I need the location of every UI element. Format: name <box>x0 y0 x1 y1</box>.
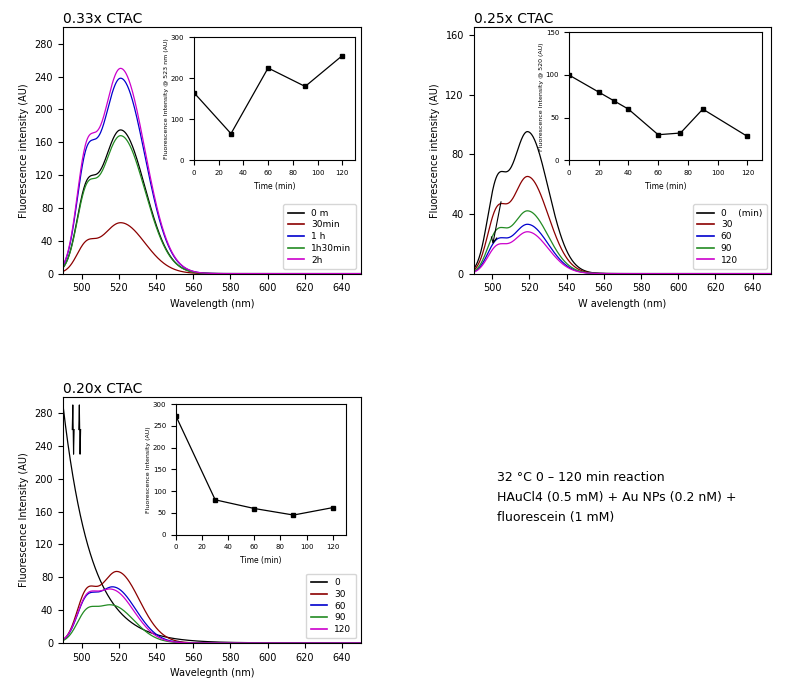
Legend: 0, 30, 60, 90, 120: 0, 30, 60, 90, 120 <box>306 574 356 638</box>
X-axis label: Wavelegnth (nm): Wavelegnth (nm) <box>169 668 254 679</box>
Text: 0.33x CTAC: 0.33x CTAC <box>63 12 142 26</box>
Text: 0.25x CTAC: 0.25x CTAC <box>474 12 553 26</box>
Legend: 0 m, 30min, 1 h, 1h30min, 2h: 0 m, 30min, 1 h, 1h30min, 2h <box>283 205 356 269</box>
Legend: 0    (min), 30, 60, 90, 120: 0 (min), 30, 60, 90, 120 <box>693 205 767 269</box>
Text: 0.20x CTAC: 0.20x CTAC <box>63 382 142 395</box>
X-axis label: W avelength (nm): W avelength (nm) <box>578 299 667 309</box>
Y-axis label: Fluorescence intensity (AU): Fluorescence intensity (AU) <box>19 83 29 218</box>
X-axis label: Wavelength (nm): Wavelength (nm) <box>169 299 254 309</box>
Y-axis label: Fluorescence intensity (AU): Fluorescence intensity (AU) <box>430 83 440 218</box>
Y-axis label: Fluorescence Intensity (AU): Fluorescence Intensity (AU) <box>19 452 29 588</box>
Text: 32 °C 0 – 120 min reaction
HAuCl4 (0.5 mM) + Au NPs (0.2 nM) +
fluorescein (1 mM: 32 °C 0 – 120 min reaction HAuCl4 (0.5 m… <box>497 471 737 523</box>
